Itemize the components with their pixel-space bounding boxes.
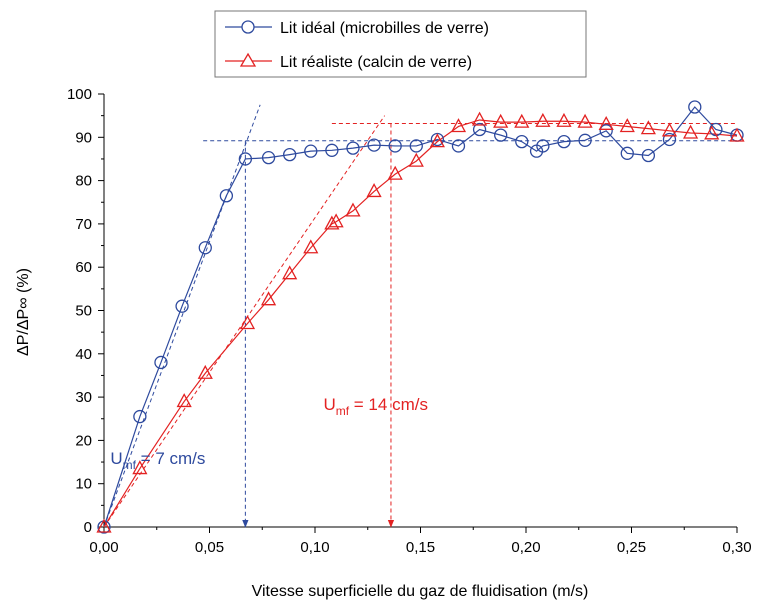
legend-frame bbox=[214, 10, 587, 78]
data-point-series-1 bbox=[328, 213, 344, 228]
data-point-series-0 bbox=[451, 139, 466, 153]
data-point-series-0 bbox=[133, 409, 147, 424]
data-point-series-1 bbox=[239, 315, 256, 330]
data-point-series-1 bbox=[640, 120, 656, 135]
y-tick-label: 70 bbox=[75, 216, 92, 233]
data-point-series-1 bbox=[260, 291, 277, 306]
data-point-series-0 bbox=[536, 139, 550, 153]
data-point-series-1 bbox=[96, 518, 112, 533]
data-point-series-1 bbox=[303, 239, 319, 254]
legend-label-series-1: Lit réaliste (calcin de verre) bbox=[280, 54, 472, 71]
data-point-series-1 bbox=[619, 118, 635, 133]
data-point-series-0 bbox=[557, 134, 571, 149]
data-point-series-0 bbox=[494, 128, 508, 142]
y-tick-label: 50 bbox=[75, 303, 92, 320]
data-point-series-0 bbox=[261, 151, 276, 165]
data-point-series-1 bbox=[535, 112, 551, 127]
x-ticks: 0,00 0,05 0,10 0,15 0,20 0,25 0,30 bbox=[89, 527, 752, 556]
umf-annotation-0: Umf = 7 cm/s bbox=[110, 449, 205, 472]
data-point-series-1 bbox=[729, 127, 745, 142]
data-point-series-1 bbox=[345, 202, 361, 217]
data-point-series-1 bbox=[408, 152, 424, 167]
y-tick-label: 40 bbox=[75, 346, 92, 363]
data-point-series-1 bbox=[598, 115, 614, 130]
legend-marker-circle bbox=[241, 20, 255, 34]
data-point-series-1 bbox=[132, 460, 148, 475]
data-point-series-0 bbox=[198, 241, 212, 255]
data-point-series-1 bbox=[429, 133, 445, 148]
reference-line-tangent bbox=[103, 104, 261, 528]
x-tick-label: 0,10 bbox=[300, 539, 329, 556]
data-point-series-0 bbox=[641, 148, 656, 163]
data-point-series-1 bbox=[450, 118, 467, 133]
data-point-series-0 bbox=[219, 189, 234, 203]
data-point-series-1 bbox=[366, 183, 382, 198]
data-point-series-0 bbox=[472, 122, 487, 137]
data-point-series-0 bbox=[154, 355, 168, 370]
y-tick-label: 30 bbox=[75, 389, 92, 406]
y-tick-label: 90 bbox=[75, 129, 92, 146]
legend-marker-triangle bbox=[239, 52, 257, 67]
data-point-series-0 bbox=[238, 152, 253, 166]
data-point-series-0 bbox=[325, 143, 339, 157]
umf-annotation-1: Umf = 14 cm/s bbox=[323, 395, 428, 418]
y-tick-label: 60 bbox=[75, 259, 92, 276]
data-point-series-1 bbox=[514, 113, 530, 128]
y-tick-label: 0 bbox=[84, 519, 92, 536]
data-point-series-0 bbox=[409, 139, 423, 153]
y-tick-label: 80 bbox=[75, 173, 92, 190]
y-ticks: 0 10 20 30 40 50 60 70 80 90 100 bbox=[67, 86, 104, 536]
legend: Lit idéal (microbilles de verre) Lit réa… bbox=[214, 10, 587, 78]
data-point-series-0 bbox=[283, 147, 297, 162]
data-point-series-0 bbox=[175, 299, 189, 313]
data-point-series-1 bbox=[556, 112, 572, 127]
legend-label-series-0: Lit idéal (microbilles de verre) bbox=[280, 20, 489, 37]
data-point-series-0 bbox=[620, 146, 634, 160]
data-point-series-0 bbox=[662, 132, 677, 147]
series-line-1 bbox=[103, 119, 738, 528]
data-point-series-0 bbox=[515, 134, 529, 149]
data-point-series-1 bbox=[197, 364, 213, 379]
data-point-series-0 bbox=[367, 138, 381, 152]
annotations: Umf = 7 cm/s Umf = 14 cm/s bbox=[110, 395, 428, 472]
data-point-series-0 bbox=[304, 144, 318, 158]
data-point-series-0 bbox=[578, 133, 592, 147]
data-point-series-0 bbox=[688, 100, 702, 114]
data-point-series-1 bbox=[704, 125, 720, 140]
y-tick-label: 20 bbox=[75, 432, 92, 449]
data-point-series-1 bbox=[387, 165, 403, 180]
data-point-series-1 bbox=[471, 111, 488, 126]
x-tick-label: 0,05 bbox=[195, 539, 224, 556]
x-tick-label: 0,20 bbox=[511, 539, 540, 556]
data-point-series-1 bbox=[661, 122, 678, 137]
data-point-series-1 bbox=[282, 265, 298, 280]
x-tick-label: 0,25 bbox=[617, 539, 646, 556]
data-point-series-0 bbox=[388, 139, 402, 153]
x-axis-title: Vitesse superficielle du gaz de fluidisa… bbox=[252, 583, 589, 600]
data-point-series-1 bbox=[493, 113, 509, 128]
data-point-series-0 bbox=[599, 124, 613, 138]
data-point-series-1 bbox=[176, 393, 192, 408]
y-tick-label: 10 bbox=[75, 476, 92, 493]
y-tick-label: 100 bbox=[67, 86, 92, 103]
data-point-series-1 bbox=[324, 215, 340, 230]
x-tick-label: 0,00 bbox=[89, 539, 118, 556]
series-line-0 bbox=[103, 106, 738, 528]
data-point-series-1 bbox=[682, 124, 699, 139]
data-point-series-1 bbox=[577, 113, 593, 128]
data-point-series-0 bbox=[346, 141, 360, 155]
x-tick-label: 0,30 bbox=[722, 539, 751, 556]
series-layer bbox=[96, 100, 745, 534]
y-axis-title: ΔP/ΔP∞ (%) bbox=[15, 268, 32, 356]
x-tick-label: 0,15 bbox=[406, 539, 435, 556]
